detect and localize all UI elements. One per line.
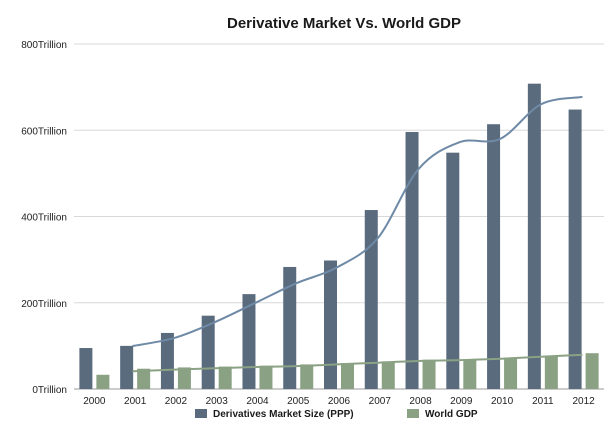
bars-layer bbox=[79, 83, 599, 390]
gdp-bar bbox=[381, 361, 395, 389]
gdp-bar bbox=[504, 357, 518, 389]
gdp-bar bbox=[585, 353, 599, 389]
derivatives-bar bbox=[324, 260, 337, 389]
x-tick-label: 2004 bbox=[246, 396, 269, 407]
derivatives-bar bbox=[487, 124, 501, 390]
x-tick-label: 2005 bbox=[287, 396, 310, 407]
gdp-bar bbox=[137, 368, 151, 389]
grid-layer: 0Trillion 200Trillion 400Trillion 600Trilli… bbox=[21, 40, 604, 396]
x-tick-label: 2003 bbox=[206, 396, 229, 407]
legend-label: World GDP bbox=[425, 409, 478, 420]
legend-swatch bbox=[407, 409, 419, 418]
derivatives-bar bbox=[79, 348, 93, 389]
x-tick-label: 2012 bbox=[572, 396, 595, 407]
x-tick-label: 2001 bbox=[124, 396, 147, 407]
y-tick-label: 800Trillion bbox=[21, 40, 67, 51]
y-tick-label: 0Trillion bbox=[32, 385, 67, 396]
x-tick-label: 2010 bbox=[491, 396, 514, 407]
x-tick-label: 2006 bbox=[328, 396, 351, 407]
x-tick-label: 2008 bbox=[409, 396, 432, 407]
x-tick-label: 2011 bbox=[532, 396, 554, 407]
derivatives-bar bbox=[568, 109, 582, 390]
chart-title: Derivative Market Vs. World GDP bbox=[227, 15, 461, 32]
x-axis: 2000 2001 2002 2003 2004 2005 2006 2007 2008 2009… bbox=[83, 396, 595, 407]
gdp-bar bbox=[96, 374, 110, 389]
legend-swatch bbox=[195, 409, 207, 418]
derivatives-bar bbox=[120, 345, 134, 389]
gdp-bar bbox=[177, 367, 191, 389]
x-tick-label: 2007 bbox=[369, 396, 392, 407]
gdp-bar bbox=[300, 364, 314, 389]
gdp-bar bbox=[544, 356, 558, 389]
derivatives-bar bbox=[364, 210, 378, 389]
derivatives-bar bbox=[201, 315, 215, 389]
x-tick-label: 2000 bbox=[83, 396, 106, 407]
gdp-bar bbox=[341, 363, 354, 389]
y-tick-label: 200Trillion bbox=[21, 299, 67, 310]
derivatives-bar bbox=[242, 294, 256, 389]
x-tick-label: 2002 bbox=[165, 396, 188, 407]
derivatives-bar bbox=[405, 131, 419, 389]
y-tick-label: 600Trillion bbox=[21, 126, 67, 137]
derivatives-bar bbox=[446, 152, 460, 389]
y-tick-label: 400Trillion bbox=[21, 213, 67, 224]
gdp-bar bbox=[463, 359, 477, 389]
x-tick-label: 2009 bbox=[450, 396, 473, 407]
gdp-bar bbox=[422, 359, 436, 389]
gdp-bar bbox=[259, 365, 273, 389]
gdp-bar bbox=[218, 366, 232, 389]
trendlines-layer bbox=[132, 96, 583, 373]
derivatives-bar bbox=[527, 83, 541, 390]
legend-label: Derivatives Market Size (PPP) bbox=[213, 409, 354, 420]
legend: Derivatives Market Size (PPP) World GDP bbox=[195, 409, 478, 420]
derivatives-bar bbox=[283, 266, 297, 389]
derivatives-bar bbox=[160, 332, 174, 389]
derivatives-trendline bbox=[132, 96, 583, 347]
gdp-trendline bbox=[132, 353, 583, 373]
